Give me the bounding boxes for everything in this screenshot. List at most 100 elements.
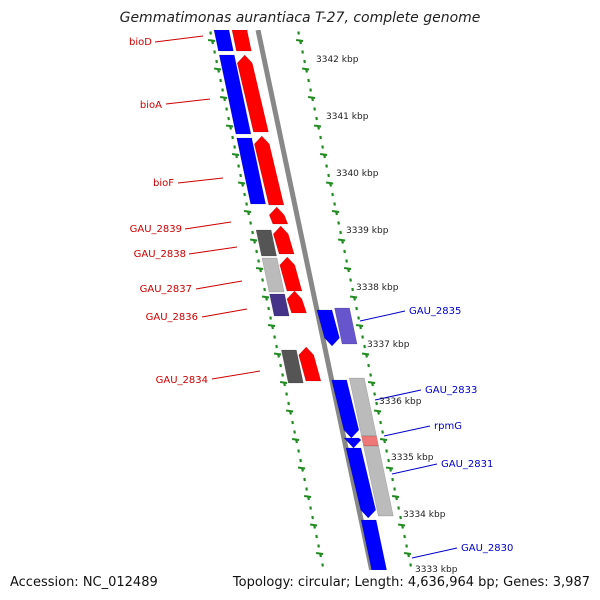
leader-bioF [177,177,224,184]
tick-dash [333,202,336,206]
gene-label-GAU_2831[interactable]: GAU_2831 [441,459,493,470]
major-tick [373,409,382,413]
tick-dash [227,116,230,121]
genome-summary-text: Topology: circular; Length: 4,636,964 bp… [232,575,590,590]
gene-GAU_2835-purple [334,307,358,345]
tick-label: 3336 kbp [379,397,422,407]
tick-dash [361,335,364,339]
tick-dash [373,392,376,396]
tick-dash [215,59,218,64]
major-tick [337,238,346,242]
gene-GAU_2835-reverse [316,309,340,347]
tick-dash [279,363,282,368]
gene-label-bioD[interactable]: bioD [129,37,152,48]
tick-dash [327,173,330,178]
tick-dash [381,430,384,434]
tick-dash [299,458,302,463]
gene-label-GAU_2833[interactable]: GAU_2833 [425,385,477,396]
major-tick [331,210,340,213]
major-tick [213,67,222,71]
tick-dash [345,259,348,263]
tick-dash [393,487,396,491]
tick-dash [311,515,314,520]
gene-label-GAU_2834[interactable]: GAU_2834 [156,375,208,386]
tick-dash [297,449,300,453]
gene-GAU_2839-forward [268,206,289,225]
major-tick [361,352,370,356]
tick-dash [328,592,329,595]
tick-dash [309,88,312,92]
tick-dash [337,221,340,225]
major-tick [379,438,388,441]
genome-title: Gemmatimonas aurantiaca T-27, complete g… [119,10,481,26]
major-tick [319,153,328,156]
tick-label: 3342 kbp [316,55,359,65]
gene-label-GAU_2839[interactable]: GAU_2839 [130,224,182,235]
leader-GAU_2835 [359,310,406,322]
leader-GAU_2837 [195,280,243,290]
tick-label: 3340 kbp [336,169,379,179]
tick-dash [313,107,316,111]
tick-dash [239,173,242,178]
tick-dash [231,135,234,140]
major-tick [249,238,258,242]
tick-label: 3341 kbp [326,112,369,122]
gene-label-GAU_2837[interactable]: GAU_2837 [140,284,192,295]
gene-GAU_2831-gray [363,445,394,517]
gene-GAU_2833-reverse [331,379,360,439]
leader-rpmG [383,425,431,437]
tick-dash [363,344,366,349]
tick-label: 3337 kbp [367,340,410,350]
tick-dash [307,78,310,83]
feature-gray-dark [255,229,277,257]
gene-label-GAU_2838[interactable]: GAU_2838 [134,249,186,260]
gene-label-rpmG[interactable]: rpmG [434,421,462,432]
tick-dash [237,164,240,168]
leader-GAU_2830 [411,547,458,559]
gene-GAU_2838-forward [272,225,295,255]
tick-dash [379,420,382,425]
leader-GAU_2836 [201,308,248,318]
tick-dash [405,544,408,548]
tick-dash [305,487,308,491]
gene-rpmG-pink [361,435,379,447]
gene-label-bioA[interactable]: bioA [140,100,162,111]
gene-rpmG-reverse [343,437,362,449]
tick-dash [293,430,296,434]
tick-dash [317,544,320,548]
major-tick [285,409,294,413]
tick-label: 3334 kbp [403,510,446,520]
tick-label: 3335 kbp [391,453,434,463]
tick-label: 3338 kbp [356,283,399,293]
major-tick [297,466,306,470]
major-tick [313,124,322,128]
tick-dash [315,116,318,121]
tick-label: 3333 kbp [415,565,458,575]
major-tick [267,324,276,327]
map-area [154,30,458,595]
tick-dash [263,287,266,292]
gene-GAU_2836-forward [286,290,307,314]
gene-label-bioF[interactable]: bioF [153,178,174,189]
gene-label-GAU_2830[interactable]: GAU_2830 [461,543,513,554]
major-tick [307,96,316,99]
gene-bioD-blue [213,30,234,52]
tick-dash [275,344,278,349]
tick-dash [297,31,300,35]
leader-GAU_2839 [184,221,232,230]
major-tick [207,39,216,42]
tick-dash [255,249,258,254]
tick-dash [267,306,270,311]
tick-dash-layer [207,31,412,595]
tick-dash [343,249,346,254]
major-tick [315,552,324,555]
tick-dash [403,534,406,539]
gene-label-GAU_2836[interactable]: GAU_2836 [146,312,198,323]
tick-dash [409,563,412,567]
tick-dash [225,107,228,111]
tick-dash [355,306,358,311]
gene-label-GAU_2835[interactable]: GAU_2835 [409,306,461,317]
gene-bioF-blue [236,137,266,205]
major-tick [403,552,412,555]
